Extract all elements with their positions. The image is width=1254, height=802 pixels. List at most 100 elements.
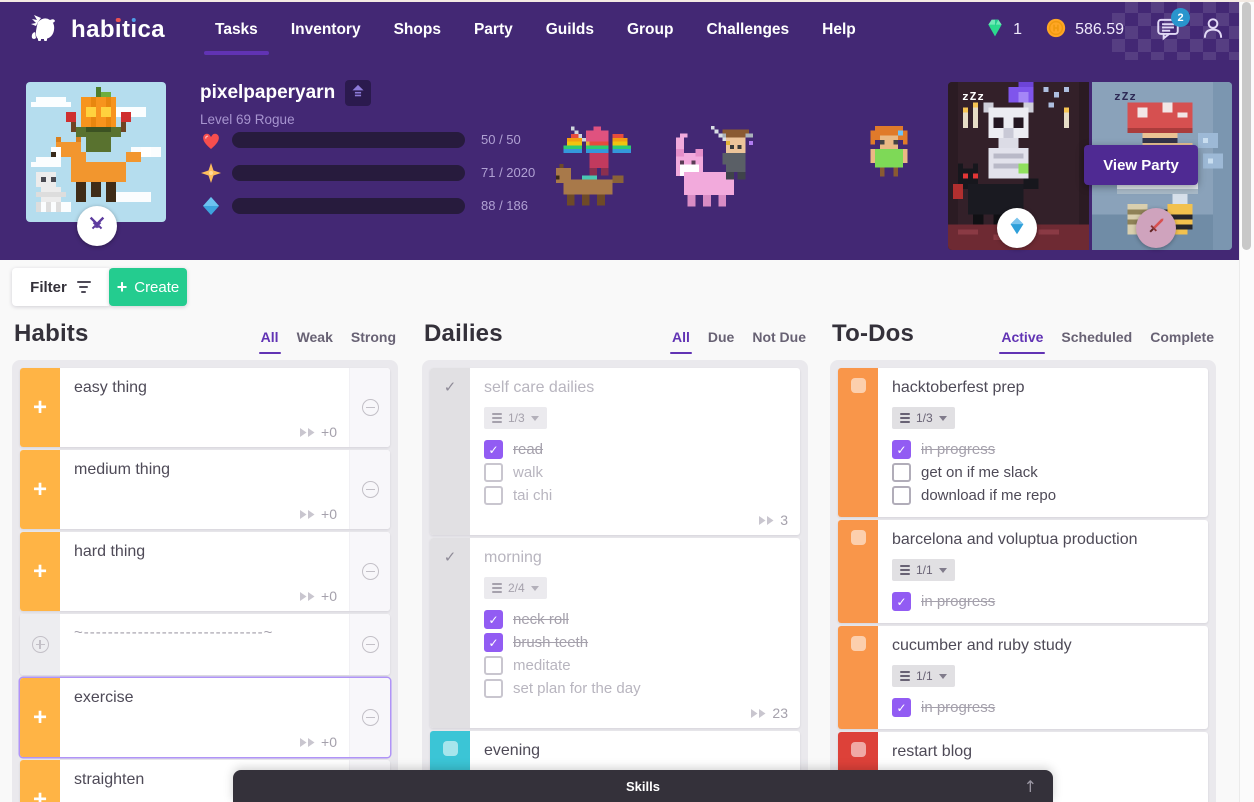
tab-dailies-all[interactable]: All — [669, 329, 692, 354]
habit-plus-strip[interactable]: + — [20, 678, 60, 757]
scrollbar-thumb[interactable] — [1242, 2, 1251, 250]
nav-link-tasks[interactable]: Tasks — [204, 0, 269, 60]
task-counter: +0 — [300, 734, 337, 750]
dailies-list: ✓ self care dailies 1/3 read walk tai chi 3 ✓ mo… — [422, 360, 808, 802]
brand-name: habıtıca — [71, 16, 165, 43]
habit-plus-strip[interactable] — [20, 614, 60, 675]
checklist-progress-badge[interactable]: 2/4 — [484, 577, 547, 599]
task-content[interactable]: exercise +0 — [60, 678, 349, 757]
task-title: hard thing — [74, 543, 146, 560]
task-content[interactable]: morning 2/4 neck roll brush teeth meditate se… — [470, 538, 800, 728]
checklist-checkbox[interactable] — [484, 486, 503, 505]
checklist-checkbox[interactable] — [892, 592, 911, 611]
checklist-checkbox[interactable] — [892, 698, 911, 717]
task-content[interactable]: medium thing +0 — [60, 450, 349, 529]
todo-complete-strip[interactable] — [838, 626, 878, 729]
class-badge-warrior[interactable] — [1136, 208, 1176, 248]
task-content[interactable]: self care dailies 1/3 read walk tai chi 3 — [470, 368, 800, 535]
task-content[interactable]: hacktoberfest prep 1/3 in progress get on i… — [878, 368, 1208, 517]
checklist-checkbox[interactable] — [484, 633, 503, 652]
nav-link-help[interactable]: Help — [822, 21, 856, 38]
gem-count: 1 — [1013, 21, 1023, 38]
column-todos: To-Dos Active Scheduled Complete hacktoberfe… — [830, 320, 1216, 802]
checklist-item-label: brush teeth — [513, 634, 589, 651]
habit-minus-strip[interactable] — [349, 450, 390, 529]
checklist-checkbox[interactable] — [892, 463, 911, 482]
tab-todos-active[interactable]: Active — [999, 329, 1046, 354]
todo-complete-strip[interactable] — [838, 368, 878, 517]
habit-minus-strip[interactable] — [349, 368, 390, 447]
buff-badge[interactable] — [345, 80, 372, 106]
checklist-item: in progress — [892, 440, 1194, 459]
task-content[interactable]: easy thing +0 — [60, 368, 349, 447]
task-counter: +0 — [300, 588, 337, 604]
profile-button[interactable] — [1198, 15, 1228, 45]
tab-dailies-due[interactable]: Due — [707, 329, 735, 345]
daily-complete-strip[interactable]: ✓ — [430, 368, 470, 535]
checklist-checkbox[interactable] — [484, 679, 503, 698]
tab-habits-all[interactable]: All — [258, 329, 281, 354]
checklist-checkbox[interactable] — [484, 610, 503, 629]
checklist-checkbox[interactable] — [484, 440, 503, 459]
view-party-button[interactable]: View Party — [1084, 145, 1198, 185]
nav-link-shops[interactable]: Shops — [393, 21, 441, 38]
minus-circle-icon — [361, 399, 379, 416]
task-content[interactable]: hard thing +0 — [60, 532, 349, 611]
nav-link-party[interactable]: Party — [473, 21, 513, 38]
checklist-progress-badge[interactable]: 1/1 — [892, 559, 955, 581]
tab-dailies-not-due[interactable]: Not Due — [752, 329, 806, 345]
class-badge-rogue[interactable] — [77, 206, 117, 246]
notifications-button[interactable]: 2 — [1153, 8, 1190, 45]
tab-todos-complete[interactable]: Complete — [1150, 329, 1214, 345]
nav-link-inventory[interactable]: Inventory — [290, 21, 361, 38]
habit-minus-strip[interactable] — [349, 678, 390, 757]
tab-habits-weak[interactable]: Weak — [296, 329, 333, 345]
checklist-progress-badge[interactable]: 1/3 — [892, 407, 955, 429]
habit-plus-strip[interactable]: + — [20, 368, 60, 447]
checklist-checkbox[interactable] — [892, 486, 911, 505]
checklist-checkbox[interactable] — [892, 440, 911, 459]
tab-todos-scheduled[interactable]: Scheduled — [1061, 329, 1133, 345]
gold-balance[interactable]: 586.59 — [1045, 17, 1124, 44]
task-content[interactable]: straighten+0 — [60, 760, 349, 802]
checklist-progress-badge[interactable]: 1/3 — [484, 407, 547, 429]
brand[interactable]: habıtıca — [28, 0, 165, 60]
habit-plus-strip[interactable]: + — [20, 760, 60, 802]
checklist-icon — [900, 565, 910, 575]
task-content[interactable]: barcelona and voluptua production 1/1 in p… — [878, 520, 1208, 623]
task-card: ✓ morning 2/4 neck roll brush teeth meditate s… — [430, 538, 800, 728]
caret-down-icon — [938, 673, 947, 679]
gem-balance[interactable]: 1 — [985, 18, 1022, 43]
task-content[interactable]: ~------------------------------~ — [60, 614, 349, 675]
daily-complete-strip[interactable]: ✓ — [430, 538, 470, 728]
filter-button[interactable]: Filter — [12, 268, 109, 306]
task-title: ~------------------------------~ — [74, 624, 274, 641]
create-button[interactable]: + Create — [109, 268, 187, 306]
habit-plus-strip[interactable]: + — [20, 532, 60, 611]
task-title: self care dailies — [484, 379, 595, 396]
notification-count-badge: 2 — [1171, 8, 1190, 27]
checklist-item-label: set plan for the day — [513, 680, 641, 697]
habit-minus-strip[interactable] — [349, 614, 390, 675]
nav-link-guilds[interactable]: Guilds — [545, 21, 594, 38]
sleep-indicator: zZz — [962, 90, 985, 103]
habit-plus-strip[interactable]: + — [20, 450, 60, 529]
fast-forward-icon — [300, 427, 315, 437]
habit-minus-strip[interactable] — [349, 532, 390, 611]
class-badge-mage[interactable] — [997, 208, 1037, 248]
nav-link-challenges[interactable]: Challenges — [706, 21, 790, 38]
avatar[interactable] — [26, 82, 166, 222]
plus-icon: + — [32, 785, 47, 802]
fast-forward-icon — [759, 515, 774, 525]
checklist-progress-badge[interactable]: 1/1 — [892, 665, 955, 687]
checklist-checkbox[interactable] — [484, 463, 503, 482]
nav-link-group[interactable]: Group — [626, 21, 674, 38]
skills-drawer[interactable]: Skills ↑ — [233, 770, 1053, 802]
task-content[interactable]: cucumber and ruby study 1/1 in progress — [878, 626, 1208, 729]
todo-complete-strip[interactable] — [838, 520, 878, 623]
checklist-checkbox[interactable] — [484, 656, 503, 675]
tab-habits-strong[interactable]: Strong — [350, 329, 396, 345]
task-card: barcelona and voluptua production 1/1 in p… — [838, 520, 1208, 623]
checklist-icon — [492, 413, 502, 423]
mana-icon — [196, 194, 226, 218]
